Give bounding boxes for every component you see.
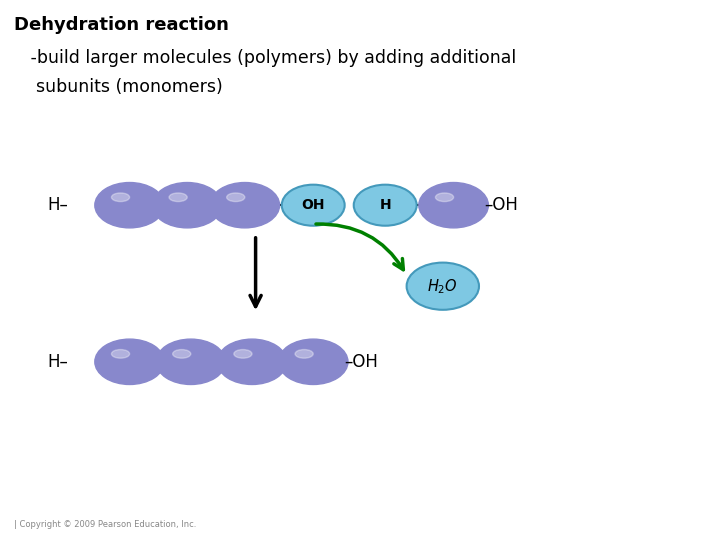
Ellipse shape	[169, 193, 187, 201]
Text: OH: OH	[302, 198, 325, 212]
Text: –OH: –OH	[344, 353, 378, 371]
Text: -build larger molecules (polymers) by adding additional: -build larger molecules (polymers) by ad…	[14, 49, 517, 66]
Text: H–: H–	[48, 353, 68, 371]
Text: Dehydration reaction: Dehydration reaction	[14, 16, 229, 34]
Ellipse shape	[173, 349, 191, 358]
Text: H–: H–	[48, 196, 68, 214]
Text: H: H	[379, 198, 391, 212]
Ellipse shape	[95, 339, 164, 384]
Ellipse shape	[279, 339, 348, 384]
Ellipse shape	[419, 183, 488, 228]
Text: subunits (monomers): subunits (monomers)	[14, 78, 223, 96]
Ellipse shape	[112, 193, 130, 201]
Ellipse shape	[112, 349, 130, 358]
Ellipse shape	[156, 339, 225, 384]
Ellipse shape	[153, 183, 222, 228]
Ellipse shape	[234, 349, 252, 358]
Ellipse shape	[217, 339, 287, 384]
Ellipse shape	[95, 183, 164, 228]
Ellipse shape	[354, 185, 417, 226]
Ellipse shape	[210, 183, 279, 228]
Text: $H_2O$: $H_2O$	[428, 277, 458, 295]
Text: –OH: –OH	[485, 196, 518, 214]
Ellipse shape	[282, 185, 345, 226]
Ellipse shape	[227, 193, 245, 201]
Text: | Copyright © 2009 Pearson Education, Inc.: | Copyright © 2009 Pearson Education, In…	[14, 520, 197, 529]
Ellipse shape	[295, 349, 313, 358]
Ellipse shape	[436, 193, 454, 201]
Ellipse shape	[407, 262, 479, 310]
